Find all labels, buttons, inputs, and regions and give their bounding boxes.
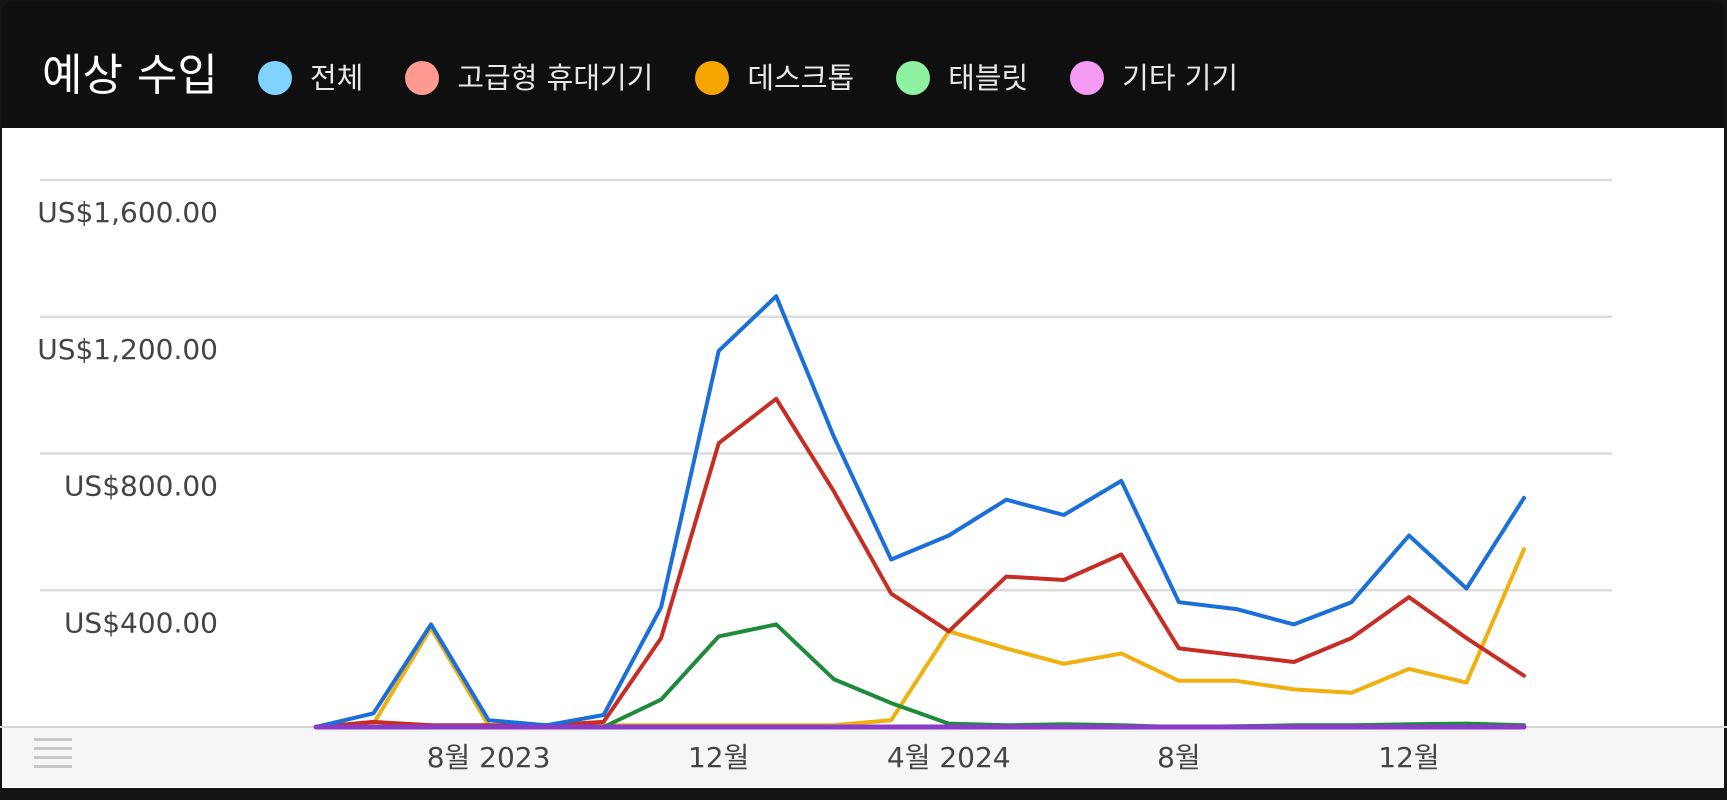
x-tick-label: 12월: [1378, 741, 1439, 774]
legend-label: 기타 기기: [1122, 61, 1239, 95]
y-tick-label: US$800.00: [64, 470, 218, 503]
x-tick-label: 8월 2023: [427, 741, 551, 774]
legend-label: 태블릿: [948, 61, 1029, 95]
legend-dot-icon: [405, 61, 440, 95]
legend-label: 데스크톱: [747, 61, 855, 95]
y-tick-label: US$400.00: [64, 606, 218, 639]
chart-header: 예상 수입 전체 고급형 휴대기기 데스크톱 태블릿 기타 기기: [2, 2, 1724, 128]
series-line-3: [314, 547, 1526, 729]
legend-item[interactable]: 데스크톱: [695, 58, 854, 98]
legend-label: 고급형 휴대기기: [457, 61, 654, 95]
legend-dot-icon: [695, 61, 730, 95]
legend-dot-icon: [258, 61, 292, 95]
y-tick-label: US$1,200.00: [37, 333, 218, 366]
legend-dot-icon: [1070, 61, 1105, 95]
legend-item[interactable]: 기타 기기: [1070, 58, 1238, 98]
chart-legend: 전체 고급형 휴대기기 데스크톱 태블릿 기타 기기: [258, 52, 1280, 104]
x-tick-label: 12월: [688, 741, 749, 774]
legend-item[interactable]: 전체: [258, 58, 363, 98]
legend-label: 전체: [310, 61, 364, 95]
series-line-1: [314, 294, 1526, 729]
chart-title: 예상 수입: [42, 50, 218, 101]
chart-body: [2, 128, 1724, 788]
menu-icon[interactable]: [34, 738, 72, 772]
y-tick-label: US$1,600.00: [37, 196, 218, 229]
legend-item[interactable]: 태블릿: [896, 58, 1028, 98]
x-tick-label: 8월: [1157, 741, 1201, 774]
legend-item[interactable]: 고급형 휴대기기: [405, 58, 653, 98]
x-tick-label: 4월 2024: [887, 741, 1011, 774]
legend-dot-icon: [896, 61, 931, 95]
